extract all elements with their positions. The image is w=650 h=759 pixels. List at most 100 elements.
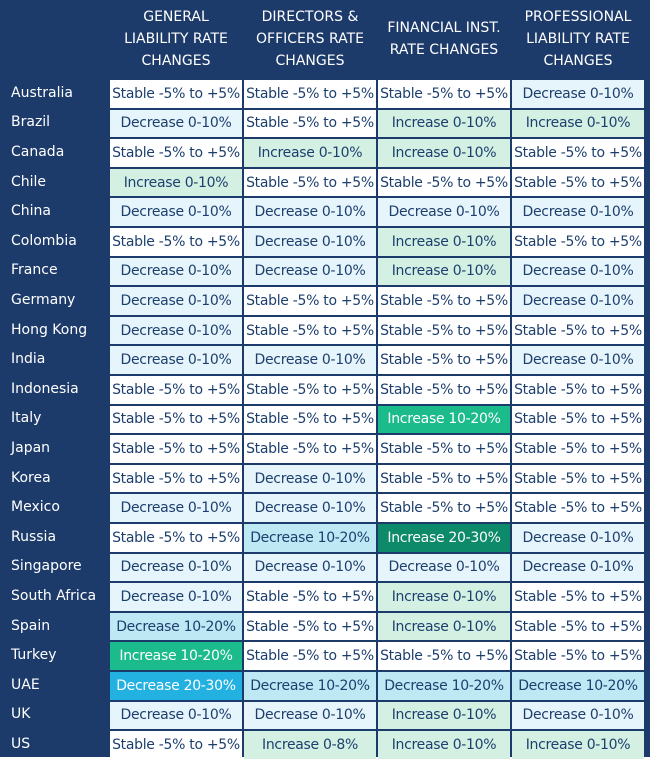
- rate-cell: Decrease 0-10%: [110, 316, 242, 345]
- rate-cell: Increase 0-10%: [110, 168, 242, 197]
- rate-cell: Stable -5% to +5%: [110, 435, 242, 463]
- rate-cell: Decrease 0-10%: [244, 346, 376, 374]
- rate-cell: Decrease 10-20%: [512, 672, 644, 700]
- rate-cell: Increase 0-10%: [378, 612, 510, 641]
- rate-cell: Decrease 0-10%: [110, 287, 242, 315]
- rate-cell: Increase 0-10%: [378, 139, 510, 167]
- country-label: Chile: [11, 173, 47, 190]
- rate-cell: Decrease 0-10%: [512, 553, 644, 582]
- rate-cell: Decrease 10-20%: [244, 672, 376, 700]
- country-label: Hong Kong: [11, 321, 88, 338]
- rate-cell: Stable -5% to +5%: [512, 494, 644, 522]
- rate-cell: Increase 0-10%: [378, 701, 510, 730]
- rate-cell: Decrease 0-10%: [512, 287, 644, 315]
- rate-cell: Stable -5% to +5%: [244, 287, 376, 315]
- country-label: Brazil: [11, 114, 51, 131]
- column-header: GENERAL LIABILITY RATE CHANGES: [124, 9, 228, 69]
- rate-cell: Stable -5% to +5%: [378, 435, 510, 463]
- country-label: Canada: [11, 143, 65, 160]
- rate-cell: Decrease 0-10%: [512, 524, 644, 552]
- rate-cell: Stable -5% to +5%: [110, 376, 242, 404]
- rate-cell: Stable -5% to +5%: [512, 228, 644, 256]
- rate-cell: Decrease 0-10%: [244, 257, 376, 286]
- country-label: India: [11, 351, 46, 368]
- rate-cell: Increase 0-10%: [378, 228, 510, 256]
- rate-cell: Decrease 0-10%: [378, 553, 510, 582]
- rate-cell: Decrease 0-10%: [110, 346, 242, 374]
- rate-cell: Stable -5% to +5%: [244, 168, 376, 197]
- rate-cell: Increase 0-10%: [244, 139, 376, 167]
- country-label: China: [11, 203, 51, 220]
- column-header: PROFESSIONAL LIABILITY RATE CHANGES: [524, 9, 632, 69]
- rate-cell: Stable -5% to +5%: [378, 464, 510, 493]
- rate-cell: Increase 0-10%: [378, 583, 510, 611]
- rate-cell: Decrease 0-10%: [110, 109, 242, 138]
- rate-cell: Decrease 0-10%: [378, 198, 510, 226]
- country-label: UAE: [11, 676, 40, 693]
- rate-cell: Increase 0-10%: [378, 257, 510, 286]
- rate-cell: Decrease 0-10%: [512, 198, 644, 226]
- rate-cell: Stable -5% to +5%: [110, 731, 242, 759]
- rate-cell: Decrease 20-30%: [110, 672, 242, 700]
- rate-cell: Decrease 0-10%: [244, 701, 376, 730]
- rate-cell: Decrease 0-10%: [110, 198, 242, 226]
- rate-cell: Stable -5% to +5%: [378, 376, 510, 404]
- country-label: South Africa: [11, 587, 97, 604]
- rate-cell: Stable -5% to +5%: [512, 435, 644, 463]
- rate-cell: Stable -5% to +5%: [378, 287, 510, 315]
- rate-cell: Stable -5% to +5%: [110, 139, 242, 167]
- rate-cell: Increase 0-10%: [378, 109, 510, 138]
- rate-cell: Stable -5% to +5%: [244, 435, 376, 463]
- rate-cell: Decrease 0-10%: [110, 701, 242, 730]
- rate-cell: Increase 10-20%: [378, 405, 510, 434]
- rate-cell: Stable -5% to +5%: [512, 316, 644, 345]
- country-label: Russia: [11, 528, 57, 545]
- rate-cell: Decrease 10-20%: [244, 524, 376, 552]
- rate-cell: Stable -5% to +5%: [244, 109, 376, 138]
- rate-cell: Stable -5% to +5%: [244, 376, 376, 404]
- rate-cell: Stable -5% to +5%: [244, 612, 376, 641]
- country-label: Italy: [11, 410, 42, 427]
- rate-cell: Decrease 0-10%: [244, 494, 376, 522]
- rate-cell: Decrease 0-10%: [110, 553, 242, 582]
- rate-cell: Stable -5% to +5%: [512, 583, 644, 611]
- rate-cell: Stable -5% to +5%: [378, 316, 510, 345]
- rate-cell: Stable -5% to +5%: [244, 583, 376, 611]
- rate-cell: Stable -5% to +5%: [378, 80, 510, 108]
- rate-cell: Decrease 10-20%: [110, 612, 242, 641]
- country-label: Mexico: [11, 499, 60, 516]
- country-label: Colombia: [11, 232, 77, 249]
- rate-cell: Increase 20-30%: [378, 524, 510, 552]
- rate-cell: Stable -5% to +5%: [378, 494, 510, 522]
- rate-cell: Stable -5% to +5%: [244, 80, 376, 108]
- rate-cell: Stable -5% to +5%: [512, 464, 644, 493]
- rate-cell: Decrease 0-10%: [512, 257, 644, 286]
- rate-cell: Decrease 0-10%: [512, 346, 644, 374]
- rate-cell: Decrease 0-10%: [110, 583, 242, 611]
- country-label: US: [11, 735, 31, 752]
- rate-cell: Stable -5% to +5%: [378, 642, 510, 670]
- rate-cell: Stable -5% to +5%: [512, 405, 644, 434]
- rate-cell: Stable -5% to +5%: [512, 168, 644, 197]
- country-label: Korea: [11, 469, 51, 486]
- rate-cell: Increase 0-10%: [378, 731, 510, 759]
- rate-cell: Decrease 10-20%: [378, 672, 510, 700]
- rate-cell: Stable -5% to +5%: [110, 80, 242, 108]
- rate-cell: Stable -5% to +5%: [378, 346, 510, 374]
- country-label: Singapore: [11, 558, 82, 575]
- rate-cell: Decrease 0-10%: [244, 228, 376, 256]
- country-label: Australia: [11, 84, 73, 101]
- rate-cell: Increase 0-8%: [244, 731, 376, 759]
- rate-cell: Stable -5% to +5%: [244, 642, 376, 670]
- rate-cell: Increase 0-10%: [512, 109, 644, 138]
- rate-cell: Stable -5% to +5%: [244, 316, 376, 345]
- country-label: Japan: [11, 439, 51, 456]
- column-header: DIRECTORS & OFFICERS RATE CHANGES: [256, 9, 364, 69]
- rate-cell: Increase 10-20%: [110, 642, 242, 670]
- country-label: Spain: [11, 617, 51, 634]
- rate-cell: Decrease 0-10%: [512, 701, 644, 730]
- rate-cell: Decrease 0-10%: [244, 553, 376, 582]
- rate-cell: Decrease 0-10%: [110, 494, 242, 522]
- rate-cell: Decrease 0-10%: [244, 464, 376, 493]
